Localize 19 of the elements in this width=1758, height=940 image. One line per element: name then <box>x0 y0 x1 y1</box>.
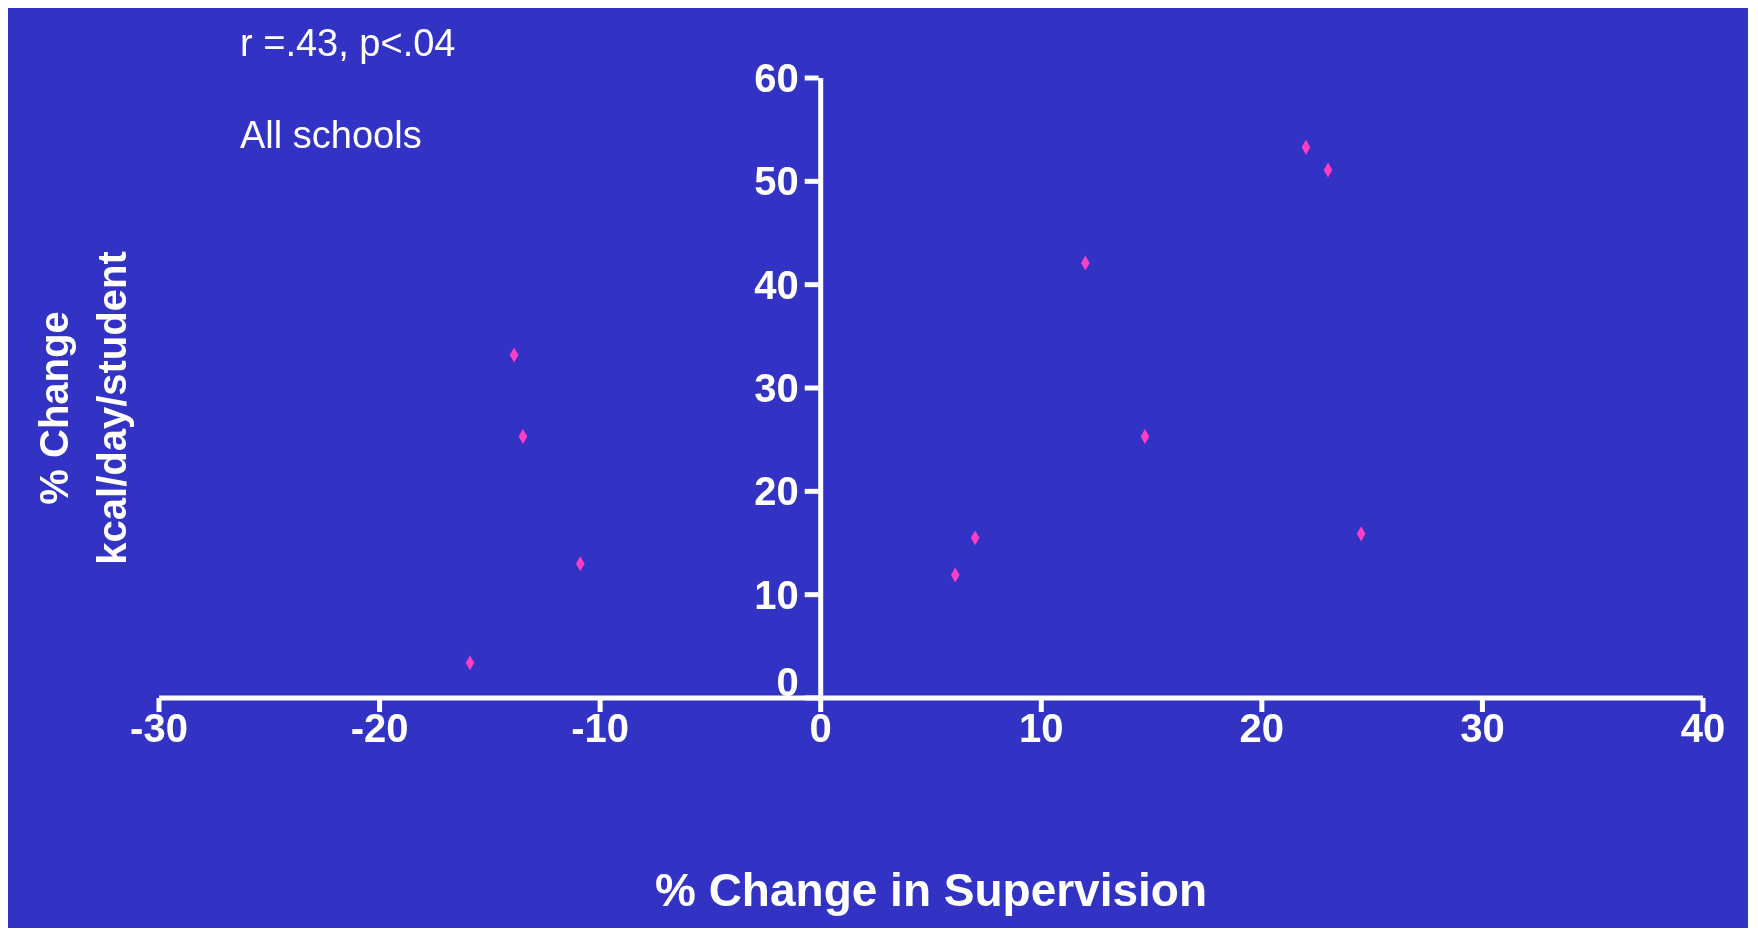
text: r =.43, p<.04 <box>240 22 456 64</box>
y-tick-label: 60 <box>754 56 799 100</box>
x-tick-label: -30 <box>130 706 188 751</box>
x-tick-label: -10 <box>571 706 630 751</box>
y-tick-label: 50 <box>754 159 799 204</box>
y-tick-label: 40 <box>754 262 799 307</box>
y-tick-label: 20 <box>754 469 799 514</box>
x-tick-label: -20 <box>350 706 409 751</box>
y-axis-title: % Change kcal/day/student <box>32 251 134 565</box>
x-tick-label: 0 <box>809 706 832 751</box>
x-tick-label: 40 <box>1680 706 1726 751</box>
y-tick-label: 0 <box>776 660 799 704</box>
y-tick-label: 10 <box>754 572 799 617</box>
x-tick-label: 30 <box>1460 706 1505 751</box>
annotation: All schools <box>240 114 422 156</box>
x-tick-label: 20 <box>1239 706 1285 751</box>
x-tick-label: 10 <box>1019 706 1064 751</box>
x-axis-title: % Change in Supervision <box>654 864 1208 916</box>
y-tick-label: 30 <box>754 366 799 410</box>
